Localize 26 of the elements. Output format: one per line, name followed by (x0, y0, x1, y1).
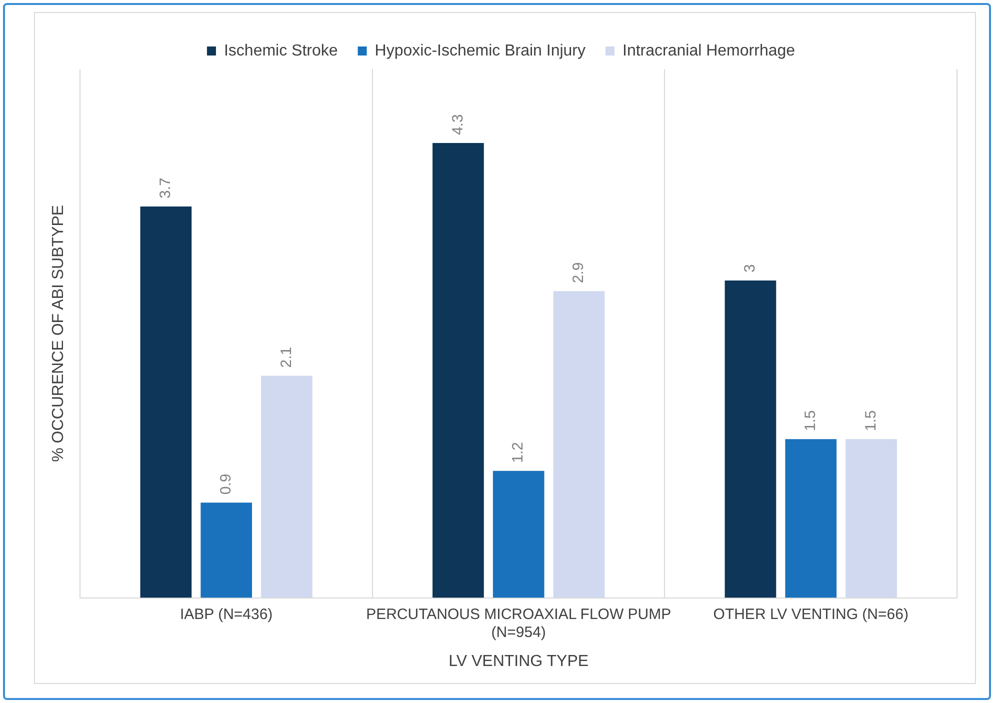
bar (724, 280, 776, 598)
x-tick-label: IABP (N=436) (180, 606, 273, 623)
data-label: 2.9 (570, 262, 588, 284)
bar (432, 143, 484, 598)
bar (261, 376, 312, 598)
legend-label: Hypoxic-Ischemic Brain Injury (374, 42, 586, 60)
x-axis-title: LV VENTING TYPE (448, 652, 589, 670)
bar (200, 502, 252, 598)
data-label: 2.1 (278, 346, 295, 368)
data-label: 3 (742, 264, 759, 273)
data-label: 4.3 (449, 114, 466, 136)
bar (492, 470, 544, 598)
bar (140, 206, 192, 598)
x-tick-label: PERCUTANOUS MICROAXIAL FLOW PUMP (N=954) (366, 606, 672, 641)
data-label: 1.5 (862, 410, 880, 432)
data-label: 0.9 (217, 474, 234, 495)
data-label: 1.2 (510, 442, 527, 463)
x-tick-label: OTHER LV VENTING (N=66) (713, 606, 908, 623)
bar (846, 439, 897, 598)
bar (553, 291, 605, 598)
data-label: 1.5 (802, 410, 820, 432)
legend-label: Intracranial Hemorrhage (622, 42, 796, 60)
data-label: 3.7 (157, 178, 174, 198)
y-axis-title: % OCCURENCE OF ABI SUBTYPE (50, 204, 68, 462)
legend-label: Ischemic Stroke (224, 42, 338, 60)
bar (785, 439, 837, 598)
